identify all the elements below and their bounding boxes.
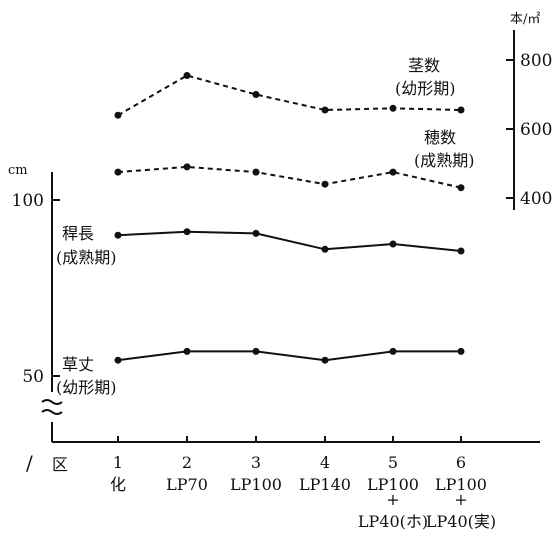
series-label-plant-height: 草丈 [62, 355, 94, 374]
category-label-3-line-1: LP100 [230, 475, 282, 494]
data-point-1-2 [252, 168, 260, 176]
category-label-6-line-0: 6 [456, 453, 466, 472]
x-axis-slash: / [26, 451, 33, 475]
data-point-2-2 [252, 229, 260, 237]
data-point-0-0 [114, 111, 122, 119]
series-layer [114, 72, 465, 364]
data-point-0-1 [183, 72, 191, 79]
data-point-0-5 [457, 106, 465, 114]
data-point-1-4 [389, 168, 397, 176]
series-line-0 [117, 74, 462, 117]
right-tick-label-600: 600 [520, 120, 552, 140]
left-tick-label-100: 100 [12, 191, 44, 211]
right-axis-unit: 本/㎡ [510, 12, 540, 27]
left-tick-label-50: 50 [22, 367, 44, 387]
series-line-1 [117, 165, 462, 189]
data-point-1-3 [321, 180, 329, 188]
data-point-3-0 [114, 356, 122, 364]
data-point-3-4 [389, 347, 397, 355]
right-tick-label-800: 800 [520, 51, 552, 71]
series-line-2 [117, 230, 462, 252]
right-tick-label-400: 400 [520, 189, 552, 209]
category-label-6-line-2: + [454, 490, 467, 509]
series-labels: 茎数 (幼形期) 穂数 (成熟期) 稈長 (成熟期) 草丈 (幼形期) [56, 56, 475, 397]
right-axis-ticks: 800 600 400 [506, 51, 552, 209]
data-point-3-5 [457, 347, 465, 355]
data-point-2-5 [457, 247, 465, 255]
left-axis-unit: cm [8, 163, 28, 178]
category-label-5-line-2: + [386, 490, 399, 509]
x-axis-label: 区 [52, 455, 68, 474]
category-label-2-line-0: 2 [182, 453, 192, 472]
category-label-5-line-1: LP100 [367, 475, 419, 494]
data-point-2-3 [321, 245, 329, 253]
series-sublabel-stems: (幼形期) [395, 79, 456, 98]
series-label-stems: 茎数 [408, 56, 440, 75]
category-label-1-line-1: 化 [110, 475, 126, 494]
data-point-3-3 [321, 356, 329, 364]
category-label-6-line-1: LP100 [435, 475, 487, 494]
data-point-0-2 [252, 91, 260, 98]
series-sublabel-culm-length: (成熟期) [56, 248, 117, 267]
data-point-3-2 [252, 347, 260, 355]
category-label-4-line-0: 4 [320, 453, 330, 472]
data-point-1-0 [114, 168, 122, 176]
x-axis-ticks [117, 436, 462, 442]
data-point-2-0 [114, 231, 122, 239]
series-sublabel-panicles: (成熟期) [414, 151, 475, 170]
category-label-4-line-1: LP140 [299, 475, 351, 494]
data-point-2-4 [389, 240, 397, 248]
data-point-1-5 [457, 184, 465, 192]
series-label-panicles: 穂数 [424, 128, 456, 147]
category-label-6-line-3: LP40(実) [426, 512, 496, 531]
series-line-3 [117, 350, 461, 362]
series-sublabel-plant-height: (幼形期) [56, 378, 117, 397]
data-point-3-1 [183, 347, 191, 355]
x-category-labels: 1化2LP703LP1004LP1405LP100+LP40(ホ)6LP100+… [110, 453, 496, 531]
axis-break-mark [41, 399, 63, 415]
category-label-5-line-0: 5 [388, 453, 398, 472]
category-label-5-line-3: LP40(ホ) [358, 512, 428, 531]
data-point-0-4 [389, 104, 397, 112]
data-point-1-1 [183, 163, 191, 171]
data-point-2-1 [183, 228, 191, 236]
left-axis-ticks: 100 50 [12, 191, 60, 387]
category-label-2-line-1: LP70 [166, 475, 208, 494]
category-label-1-line-0: 1 [113, 453, 123, 472]
category-label-3-line-0: 3 [251, 453, 261, 472]
series-label-culm-length: 稈長 [62, 224, 94, 243]
data-point-0-3 [321, 106, 329, 114]
